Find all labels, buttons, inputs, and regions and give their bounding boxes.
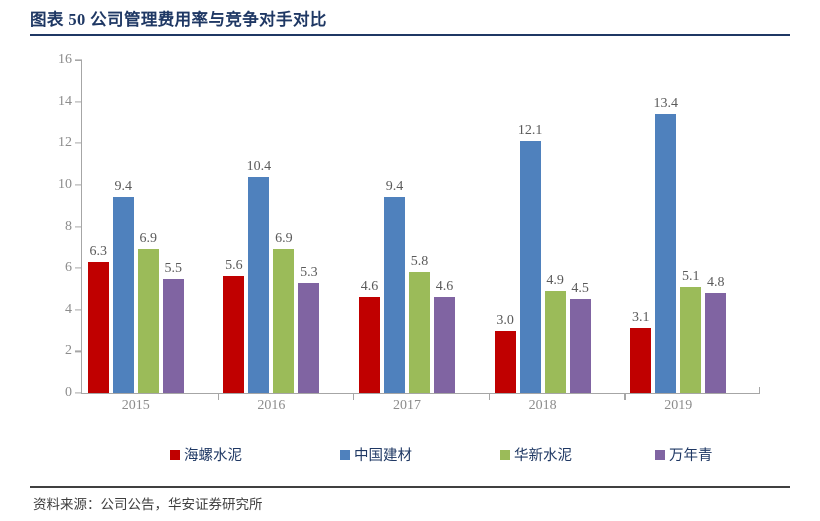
bar-value-label: 4.5 bbox=[571, 281, 589, 297]
legend-swatch-icon bbox=[340, 449, 350, 460]
bar-group-2015: 6.3 9.4 6.9 5.5 bbox=[82, 60, 218, 393]
bar-value-label: 5.5 bbox=[164, 260, 183, 276]
x-axis: 2015 2016 2017 2018 2019 bbox=[82, 398, 760, 422]
x-tick-label: 2017 bbox=[393, 398, 421, 413]
bar-2017-0[interactable]: 4.6 bbox=[358, 279, 380, 393]
legend-item-华新水泥[interactable]: 华新水泥 bbox=[500, 444, 572, 465]
bar-2017-2[interactable]: 5.8 bbox=[408, 254, 430, 393]
legend-item-万年青[interactable]: 万年青 bbox=[655, 444, 713, 465]
y-tick-label: 4 bbox=[65, 301, 72, 317]
bar-value-label: 6.9 bbox=[139, 231, 158, 247]
bar-value-label: 3.0 bbox=[496, 312, 514, 328]
bar-value-label: 13.4 bbox=[653, 96, 678, 112]
x-tick-label: 2016 bbox=[257, 398, 286, 413]
y-tick-label: 0 bbox=[65, 385, 72, 400]
bar-value-label: 4.6 bbox=[360, 279, 379, 295]
y-tick-label: 2 bbox=[65, 343, 72, 359]
y-axis: 16 14 12 10 8 6 4 2 0 bbox=[0, 40, 72, 400]
y-tick-mark bbox=[75, 350, 82, 352]
bar-value-label: 4.9 bbox=[546, 273, 564, 289]
bar-value-label: 9.4 bbox=[385, 179, 404, 195]
bar-2016-0[interactable]: 5.6 bbox=[223, 258, 245, 393]
bar-value-label: 5.3 bbox=[300, 264, 318, 280]
legend-swatch-icon bbox=[655, 449, 665, 460]
footer-divider bbox=[30, 486, 790, 488]
x-tick-mark bbox=[353, 393, 355, 400]
bar-2019-1[interactable]: 13.4 bbox=[653, 96, 678, 393]
bar-value-label: 6.3 bbox=[89, 243, 108, 259]
bar-2015-3[interactable]: 5.5 bbox=[162, 261, 184, 393]
bar-2018-2[interactable]: 4.9 bbox=[544, 273, 566, 393]
bar-value-label: 5.8 bbox=[410, 254, 429, 270]
bar-value-label: 4.6 bbox=[435, 279, 454, 295]
bar-2017-1[interactable]: 9.4 bbox=[383, 179, 405, 393]
source-note: 资料来源：公司公告，华安证券研究所 bbox=[33, 497, 263, 512]
bar-value-label: 4.8 bbox=[706, 275, 725, 291]
legend-label: 万年青 bbox=[669, 448, 713, 464]
y-tick-mark bbox=[75, 309, 82, 311]
bar-group-2016: 5.6 10.4 6.9 5.3 bbox=[218, 60, 354, 393]
y-tick-mark bbox=[75, 184, 82, 186]
y-tick-mark bbox=[75, 142, 82, 144]
bar-2018-0[interactable]: 3.0 bbox=[494, 313, 516, 393]
bar-value-label: 10.4 bbox=[246, 158, 272, 174]
bar-group-2018: 3.0 12.1 4.9 4.5 bbox=[489, 60, 625, 393]
bar-group-2017: 4.6 9.4 5.8 4.6 bbox=[353, 60, 489, 393]
bar-2015-2[interactable]: 6.9 bbox=[137, 231, 159, 393]
plot-area: 16 14 12 10 8 6 4 2 0 6.3 9.4 6.9 5.5 5.6 10.4 6.9 5.3 4… bbox=[0, 40, 820, 413]
chart-legend: 海螺水泥 中国建材 华新水泥 万年青 bbox=[0, 444, 820, 474]
legend-item-中国建材[interactable]: 中国建材 bbox=[340, 444, 412, 465]
bar-value-label: 6.9 bbox=[275, 231, 293, 247]
bar-2016-2[interactable]: 6.9 bbox=[273, 231, 295, 393]
x-tick-mark bbox=[488, 393, 490, 400]
bar-2016-1[interactable]: 10.4 bbox=[247, 159, 271, 393]
bar-series-container: 6.3 9.4 6.9 5.5 5.6 10.4 6.9 5.3 4.6 9.4 5.8 4.6 3.0… bbox=[82, 60, 760, 393]
y-tick-mark bbox=[75, 101, 82, 103]
legend-label: 华新水泥 bbox=[514, 448, 572, 464]
bar-2018-1[interactable]: 12.1 bbox=[518, 123, 542, 393]
y-axis-top-cap bbox=[75, 60, 82, 62]
y-tick-label: 6 bbox=[65, 260, 72, 276]
legend-swatch-icon bbox=[500, 449, 510, 460]
bar-2019-2[interactable]: 5.1 bbox=[680, 269, 702, 393]
legend-item-海螺水泥[interactable]: 海螺水泥 bbox=[170, 444, 242, 465]
x-tick-mark bbox=[217, 393, 219, 400]
y-tick-label: 14 bbox=[58, 93, 72, 109]
bar-2019-3[interactable]: 4.8 bbox=[705, 275, 727, 393]
legend-label: 海螺水泥 bbox=[184, 448, 242, 464]
bar-2019-0[interactable]: 3.1 bbox=[630, 310, 652, 393]
x-axis-end-cap bbox=[759, 387, 761, 394]
bar-value-label: 9.4 bbox=[114, 179, 133, 195]
bar-2015-0[interactable]: 6.3 bbox=[87, 244, 109, 393]
bar-2017-3[interactable]: 4.6 bbox=[433, 279, 455, 393]
bar-group-2019: 3.1 13.4 5.1 4.8 bbox=[624, 60, 760, 393]
x-tick-label: 2019 bbox=[664, 398, 693, 413]
x-tick-label: 2018 bbox=[528, 398, 557, 413]
bar-value-label: 12.1 bbox=[517, 123, 543, 139]
y-tick-label: 10 bbox=[58, 176, 72, 192]
bar-2018-3[interactable]: 4.5 bbox=[569, 281, 591, 393]
y-tick-label: 12 bbox=[58, 135, 72, 151]
x-axis-line bbox=[81, 393, 760, 395]
bar-2016-3[interactable]: 5.3 bbox=[298, 265, 320, 393]
y-tick-mark bbox=[75, 392, 82, 394]
y-tick-mark bbox=[75, 225, 82, 228]
bar-value-label: 5.6 bbox=[225, 258, 243, 274]
bar-value-label: 3.1 bbox=[631, 310, 650, 326]
x-tick-mark bbox=[624, 393, 626, 400]
x-tick-label: 2015 bbox=[121, 398, 150, 413]
page-title: 图表 50 公司管理费用率与竞争对手对比 bbox=[30, 10, 327, 29]
bar-2015-1[interactable]: 9.4 bbox=[112, 179, 134, 393]
y-tick-label: 16 bbox=[58, 52, 72, 67]
bar-value-label: 5.1 bbox=[681, 268, 700, 284]
legend-label: 中国建材 bbox=[354, 448, 412, 464]
y-tick-label: 8 bbox=[65, 218, 72, 234]
title-divider bbox=[30, 34, 790, 36]
y-tick-mark bbox=[75, 267, 82, 269]
legend-swatch-icon bbox=[170, 449, 180, 460]
title-block: 图表 50 公司管理费用率与竞争对手对比 bbox=[0, 0, 820, 38]
